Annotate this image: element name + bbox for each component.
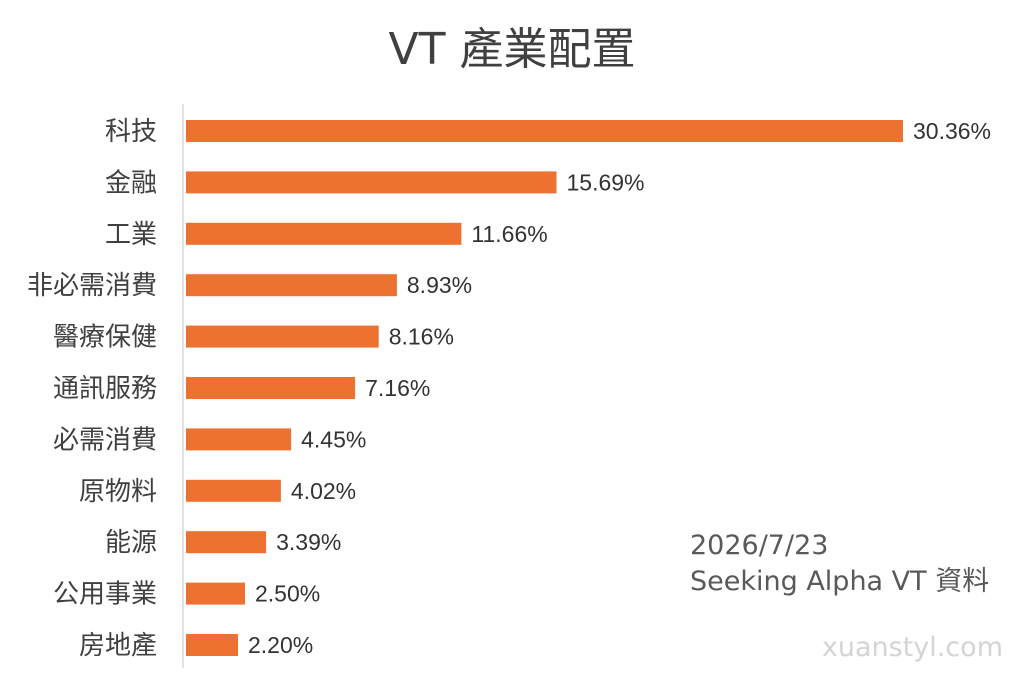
data-label-7: 4.02% xyxy=(291,478,356,504)
category-label-9: 公用事業 xyxy=(53,580,157,610)
data-label-1: 15.69% xyxy=(567,169,645,195)
category-label-1: 金融 xyxy=(105,168,157,198)
category-label-3: 非必需消費 xyxy=(27,271,157,301)
category-label-10: 房地產 xyxy=(79,631,157,661)
category-label-2: 工業 xyxy=(105,220,157,250)
data-label-3: 8.93% xyxy=(407,272,472,298)
bar-2 xyxy=(186,222,462,245)
category-label-6: 必需消費 xyxy=(53,425,157,455)
chart-title: VT 產業配置 xyxy=(389,24,636,75)
bar-1 xyxy=(186,171,557,194)
data-label-0: 30.36% xyxy=(913,118,991,144)
bar-6 xyxy=(186,428,292,451)
data-label-10: 2.20% xyxy=(248,632,313,658)
data-label-9: 2.50% xyxy=(255,581,320,607)
data-labels: 30.36% 15.69% 11.66% 8.93% 8.16% 7.16% 4.45% 4.… xyxy=(248,118,991,658)
category-label-7: 原物料 xyxy=(79,477,157,507)
data-label-8: 3.39% xyxy=(276,529,341,555)
data-label-4: 8.16% xyxy=(389,324,454,350)
bar-4 xyxy=(186,325,379,348)
category-label-8: 能源 xyxy=(105,528,157,558)
data-label-2: 11.66% xyxy=(471,221,547,247)
bars-group xyxy=(186,120,903,656)
bar-0 xyxy=(186,120,903,142)
category-label-5: 通訊服務 xyxy=(53,374,157,404)
bar-8 xyxy=(186,531,267,554)
watermark: xuanstyl.com xyxy=(822,632,1003,663)
bar-3 xyxy=(186,274,397,297)
bar-9 xyxy=(186,582,245,605)
bar-5 xyxy=(186,377,356,399)
category-label-4: 醫療保健 xyxy=(53,323,157,353)
annotation-date: 2026/7/23 xyxy=(690,530,828,561)
data-label-6: 4.45% xyxy=(301,426,366,452)
category-label-0: 科技 xyxy=(105,117,157,147)
annotation-source: Seeking Alpha VT 資料 xyxy=(690,566,989,597)
data-label-5: 7.16% xyxy=(365,375,430,401)
bar-7 xyxy=(186,479,281,502)
bar-10 xyxy=(186,634,238,656)
